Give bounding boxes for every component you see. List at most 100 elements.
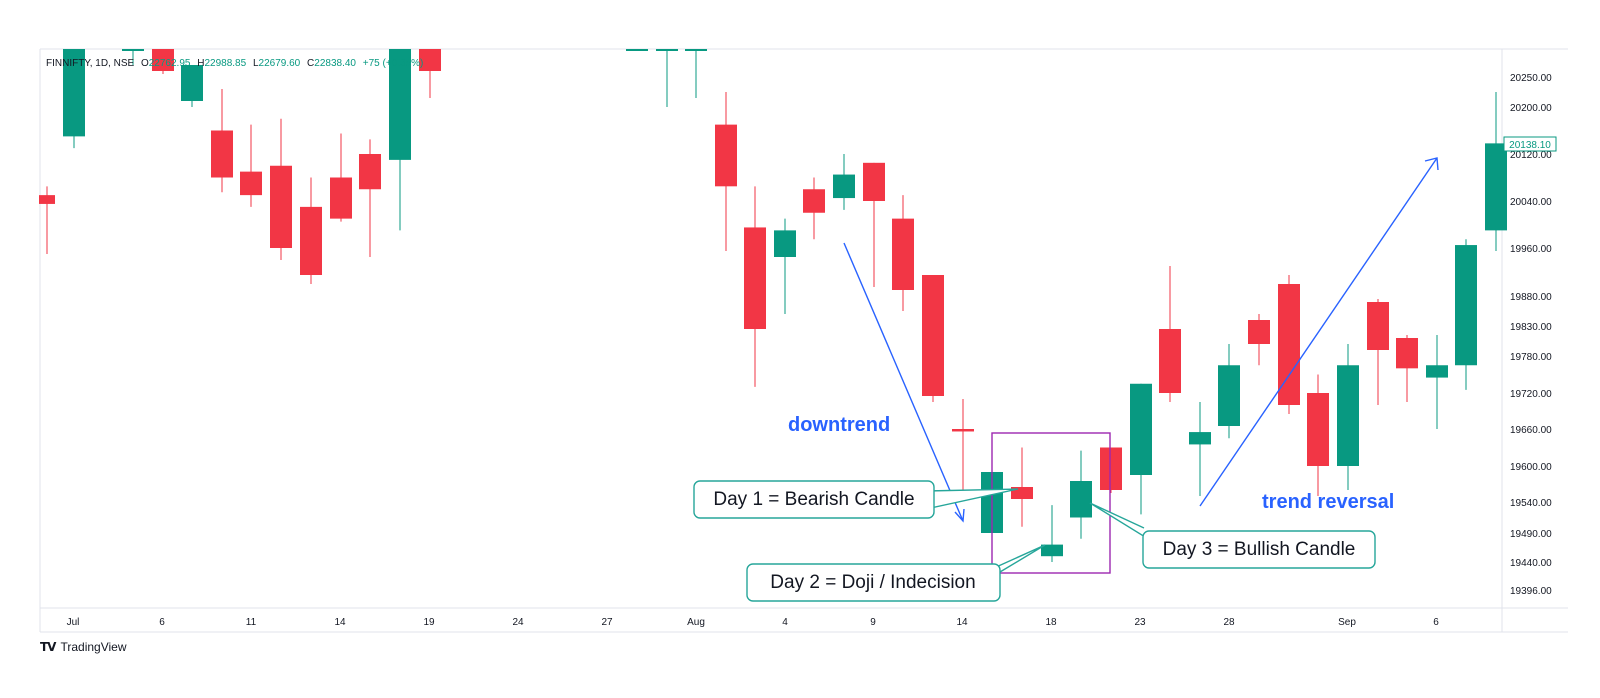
candle-body[interactable] <box>1041 544 1063 557</box>
y-tick-label: 19600.00 <box>1510 462 1552 473</box>
candle-body[interactable] <box>1159 329 1181 393</box>
x-tick-label: 9 <box>870 617 876 628</box>
candle-body[interactable] <box>715 124 737 187</box>
candle-body[interactable] <box>1100 447 1122 491</box>
candle-body[interactable] <box>181 65 203 101</box>
annotations: downtrend trend reversal Day 1 = Bearish… <box>693 157 1439 602</box>
x-tick-label: Sep <box>1338 617 1356 628</box>
candle-body[interactable] <box>63 49 85 137</box>
candle-body[interactable] <box>1485 143 1507 231</box>
day1-callout-pointer <box>925 488 1019 510</box>
ohlc-legend: FINNIFTY, 1D, NSE O22762.95 H22988.85 L2… <box>46 58 423 69</box>
candle-body[interactable] <box>1426 365 1448 378</box>
high-value: 22988.85 <box>204 58 246 69</box>
candle-body[interactable] <box>1218 365 1240 426</box>
tradingview-brand[interactable]: TradingView <box>60 640 127 654</box>
x-tick-label: 14 <box>334 617 346 628</box>
trend-reversal-label: trend reversal <box>1262 491 1394 513</box>
x-tick-label: 4 <box>782 617 788 628</box>
candle-body[interactable] <box>270 165 292 248</box>
candle-body[interactable] <box>1189 432 1211 445</box>
day2-callout-text: Day 2 = Doji / Indecision <box>770 572 975 593</box>
candle-body[interactable] <box>359 154 381 190</box>
y-tick-label: 20200.00 <box>1510 103 1552 114</box>
candle-body[interactable] <box>1337 365 1359 466</box>
candle-body[interactable] <box>952 429 974 432</box>
candle-body[interactable] <box>1070 481 1092 518</box>
reversal-arrowhead <box>1424 157 1439 171</box>
x-tick-label: 24 <box>512 617 524 628</box>
x-tick-label: 28 <box>1223 617 1235 628</box>
candle-body[interactable] <box>656 49 678 51</box>
high-prefix: H <box>197 58 204 69</box>
x-tick-label: 6 <box>159 617 165 628</box>
x-tick-label: 19 <box>423 617 435 628</box>
x-tick-label: Aug <box>687 617 705 628</box>
y-tick-label: 19780.00 <box>1510 352 1552 363</box>
y-tick-label: 19440.00 <box>1510 558 1552 569</box>
downtrend-arrowhead <box>954 508 965 523</box>
candle-body[interactable] <box>1396 338 1418 369</box>
candle-body[interactable] <box>774 230 796 257</box>
candle-body[interactable] <box>1278 284 1300 405</box>
pattern-box <box>991 432 1111 574</box>
candle-body[interactable] <box>240 171 262 196</box>
candle-body[interactable] <box>744 227 766 329</box>
candle-body[interactable] <box>803 189 825 213</box>
candle-body[interactable] <box>1130 383 1152 475</box>
candle-body[interactable] <box>330 177 352 219</box>
candle-body[interactable] <box>300 206 322 275</box>
downtrend-arrow <box>843 242 964 522</box>
last-price-label: 20138.10 <box>1509 140 1551 151</box>
tradingview-logo-icon[interactable]: 𝗧𝗩 <box>40 640 57 654</box>
y-tick-label: 19540.00 <box>1510 498 1552 509</box>
candle-body[interactable] <box>419 49 441 71</box>
open-value: 22762.95 <box>149 58 191 69</box>
y-tick-label: 20040.00 <box>1510 197 1552 208</box>
candle-body[interactable] <box>1455 245 1477 366</box>
candle-body[interactable] <box>685 49 707 51</box>
candle-body[interactable] <box>833 174 855 199</box>
candle-body[interactable] <box>1367 302 1389 350</box>
reversal-arrow <box>1199 157 1438 507</box>
candle-body[interactable] <box>122 49 144 51</box>
close-value: 22838.40 <box>314 58 356 69</box>
candle-body[interactable] <box>1307 393 1329 466</box>
y-tick-label: 19660.00 <box>1510 425 1552 436</box>
low-value: 22679.60 <box>259 58 301 69</box>
x-tick-label: 11 <box>246 617 257 628</box>
candle-body[interactable] <box>211 130 233 178</box>
day2-callout-pointer <box>993 544 1046 573</box>
day1-callout-box <box>693 480 935 519</box>
candle-body[interactable] <box>1248 320 1270 344</box>
candle-body[interactable] <box>152 49 174 71</box>
day1-callout-text: Day 1 = Bearish Candle <box>713 489 914 510</box>
candle-body[interactable] <box>922 275 944 396</box>
last-price-tag: 20138.10 <box>1503 136 1557 152</box>
y-tick-label: 19880.00 <box>1510 292 1552 303</box>
candles-group <box>39 49 1507 562</box>
y-tick-label: 19490.00 <box>1510 529 1552 540</box>
y-tick-label: 20120.00 <box>1510 150 1552 161</box>
x-axis: Jul 6 11 14 19 24 27 Aug 4 9 14 18 23 28 Sep 6 <box>67 617 1440 628</box>
x-tick-label: 14 <box>956 617 968 628</box>
footer: 𝗧𝗩 TradingView <box>40 640 127 654</box>
y-tick-label: 19960.00 <box>1510 244 1552 255</box>
y-tick-label: 19830.00 <box>1510 322 1552 333</box>
candle-body[interactable] <box>39 195 55 204</box>
x-tick-label: 18 <box>1045 617 1057 628</box>
x-tick-label: 23 <box>1134 617 1146 628</box>
close-prefix: C <box>307 58 314 69</box>
downtrend-label: downtrend <box>788 414 890 436</box>
candle-body[interactable] <box>892 218 914 290</box>
candle-body[interactable] <box>389 49 411 160</box>
candle-body[interactable] <box>863 162 885 201</box>
day3-callout-text: Day 3 = Bullish Candle <box>1163 539 1356 560</box>
low-prefix: L <box>253 58 259 69</box>
candle-body[interactable] <box>626 49 648 51</box>
y-tick-label: 20250.00 <box>1510 73 1552 84</box>
day3-callout-box <box>1142 530 1376 569</box>
x-tick-label: 6 <box>1433 617 1439 628</box>
day3-callout-pointer <box>1089 502 1151 541</box>
